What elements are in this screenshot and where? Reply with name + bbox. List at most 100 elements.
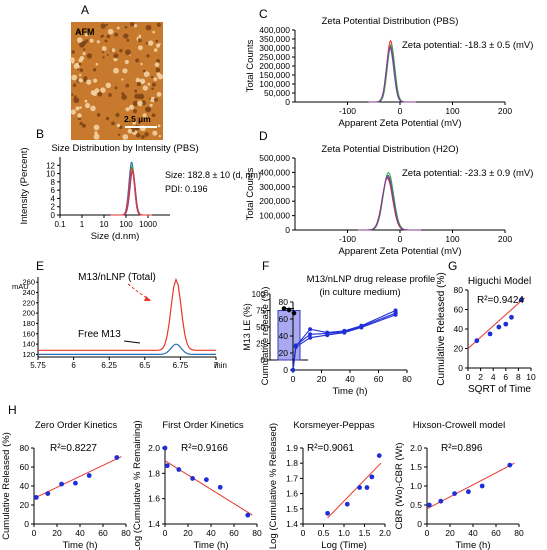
chart-title: Size Distribution by Intensity (PBS) [51, 143, 198, 154]
release-point [308, 327, 313, 332]
x-tick-label: 0 [291, 374, 296, 384]
y-tick-label: 1.8 [148, 468, 160, 478]
x-tick-label: -100 [339, 106, 356, 116]
afm-particle [153, 48, 158, 52]
afm-particle [130, 22, 135, 27]
afm-particle [136, 133, 141, 138]
afm-particle [79, 106, 82, 109]
data-point [59, 481, 64, 487]
release-point [359, 325, 364, 330]
data-point [474, 338, 480, 344]
y-tick-label: 2.0 [148, 443, 160, 453]
y-tick-label: 6 [51, 186, 56, 195]
afm-particle [84, 33, 89, 37]
x-tick-label: 20 [445, 528, 455, 538]
chart-F: 0 20 40 60 80 0 20 40 60 80 Time (h) Cumulative rel… [260, 274, 435, 397]
y-tick-label: 0 [285, 225, 290, 235]
afm-particle [73, 95, 77, 99]
chromatogram-series-1 [38, 343, 216, 355]
y-tick-label: 500,000 [259, 153, 290, 163]
y-tick-label: 100,000 [259, 211, 290, 221]
chart-title: Hixson-Crowell model [413, 420, 505, 431]
x-axis-label: Apparent Zeta Potential (mV) [338, 246, 461, 257]
afm-particle [106, 34, 111, 39]
afm-particle [93, 124, 100, 131]
afm-particle [96, 113, 101, 117]
release-point [308, 335, 313, 340]
chart-title: Zero Order Kinetics [35, 420, 118, 431]
y-tick-label: 250,000 [259, 52, 290, 62]
data-point [325, 510, 330, 516]
data-point [217, 484, 223, 490]
chart-C: 050,000100,000150,000200,000250,000300,0… [245, 16, 533, 129]
afm-particle [89, 38, 94, 43]
chromatogram-series-0 [38, 277, 216, 351]
afm-particle [72, 83, 77, 87]
afm-particle [115, 112, 120, 118]
data-point [519, 297, 524, 303]
afm-particle [145, 107, 150, 112]
annotation-size: Size: 182.8 ± 10 (d, nm) [165, 170, 261, 180]
afm-particle [82, 52, 86, 56]
afm-particle [147, 82, 151, 86]
data-point [164, 463, 170, 469]
afm-particle [139, 78, 146, 85]
afm-particle [96, 40, 100, 44]
panel-letter-H: H [8, 403, 17, 417]
afm-particle [101, 34, 104, 38]
y-tick-label: 20 [20, 500, 30, 510]
afm-particle [111, 121, 115, 126]
afm-label: AFM [75, 27, 95, 37]
y-tick-label: 80 [279, 297, 289, 307]
x-tick-label: 40 [206, 528, 216, 538]
y-tick-label: 50,000 [264, 88, 290, 98]
afm-particle [138, 34, 142, 38]
afm-particle [84, 102, 91, 109]
afm-particle [71, 74, 78, 81]
y-tick-label: 4 [51, 194, 56, 203]
y-tick-label: 200,000 [259, 196, 290, 206]
afm-particle [101, 51, 105, 54]
y-tick-label: 40 [454, 324, 464, 334]
afm-particle [125, 107, 130, 112]
afm-particle [77, 113, 82, 118]
y-tick-label: 8 [51, 178, 56, 187]
zeta-h2o-series-0 [358, 177, 421, 231]
x-axis-label: SQRT of Time [468, 384, 531, 395]
chart-title: Higuchi Model [468, 276, 531, 287]
scale-bar-label: 2.5 µm [124, 114, 151, 124]
afm-particle [132, 100, 139, 107]
afm-particle [84, 99, 88, 103]
x-tick-label: 100 [119, 220, 133, 229]
afm-particle [71, 50, 75, 54]
afm-particle [77, 37, 83, 43]
afm-particle [114, 32, 119, 37]
afm-particle [142, 85, 148, 91]
x-tick-label: 0 [398, 234, 403, 244]
afm-particle [83, 48, 86, 51]
x-tick-label: -100 [339, 234, 356, 244]
afm-particle [79, 73, 82, 77]
afm-particle [121, 94, 127, 100]
afm-particle [122, 68, 128, 74]
afm-particle [155, 39, 159, 43]
data-point [507, 462, 513, 468]
afm-particle [142, 69, 146, 73]
afm-particle [92, 68, 97, 72]
x-tick-label: 200 [498, 234, 512, 244]
afm-particle [105, 23, 108, 26]
annotation-pdi: PDI: 0.196 [165, 184, 208, 194]
x-tick-label: 40 [345, 374, 355, 384]
afm-particle [145, 24, 152, 31]
y-axis-label: CBR (Wo)-CBR (Wt) [394, 443, 405, 530]
afm-particle [71, 93, 74, 96]
data-point [162, 445, 168, 451]
y-tick-label: 300,000 [259, 43, 290, 53]
y-axis-label: M13 LE (%) [242, 303, 252, 351]
y-tick-label: 150,000 [259, 70, 290, 80]
data-point [438, 498, 444, 504]
afm-particle [152, 30, 155, 34]
afm-particle [77, 68, 79, 71]
